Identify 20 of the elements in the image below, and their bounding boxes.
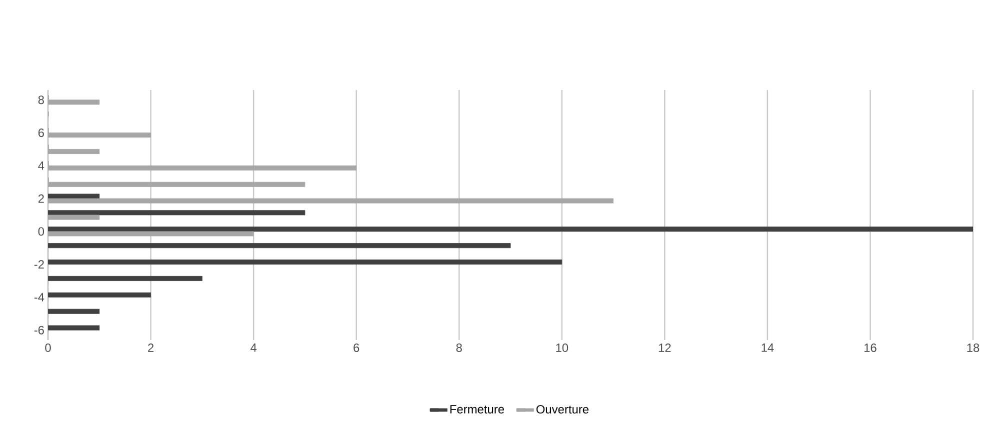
y-tick-label: 2: [38, 194, 44, 203]
x-tick-label: 0: [45, 344, 51, 352]
y-tick-label: 4: [38, 162, 44, 170]
x-tick-label: 4: [250, 344, 257, 352]
x-tick-label: 2: [148, 344, 154, 352]
x-tick-label: 6: [354, 344, 360, 352]
y-tick-label: -2: [34, 260, 44, 269]
y-tick-label: -4: [34, 293, 44, 302]
y-tick-label: 6: [38, 128, 44, 137]
y-tick-label: -6: [34, 326, 44, 334]
x-tick-label: 10: [556, 344, 568, 352]
x-tick-label: 8: [456, 344, 462, 352]
y-tick-label: 8: [38, 96, 44, 104]
x-tick-label: 18: [967, 344, 980, 352]
legend-label: Fermeture: [450, 405, 504, 414]
y-tick-label: 0: [38, 227, 44, 236]
x-tick-label: 14: [762, 344, 774, 352]
legend-label: Ouverture: [536, 405, 588, 414]
x-tick-label: 12: [658, 344, 671, 352]
x-tick-label: 16: [864, 344, 876, 352]
